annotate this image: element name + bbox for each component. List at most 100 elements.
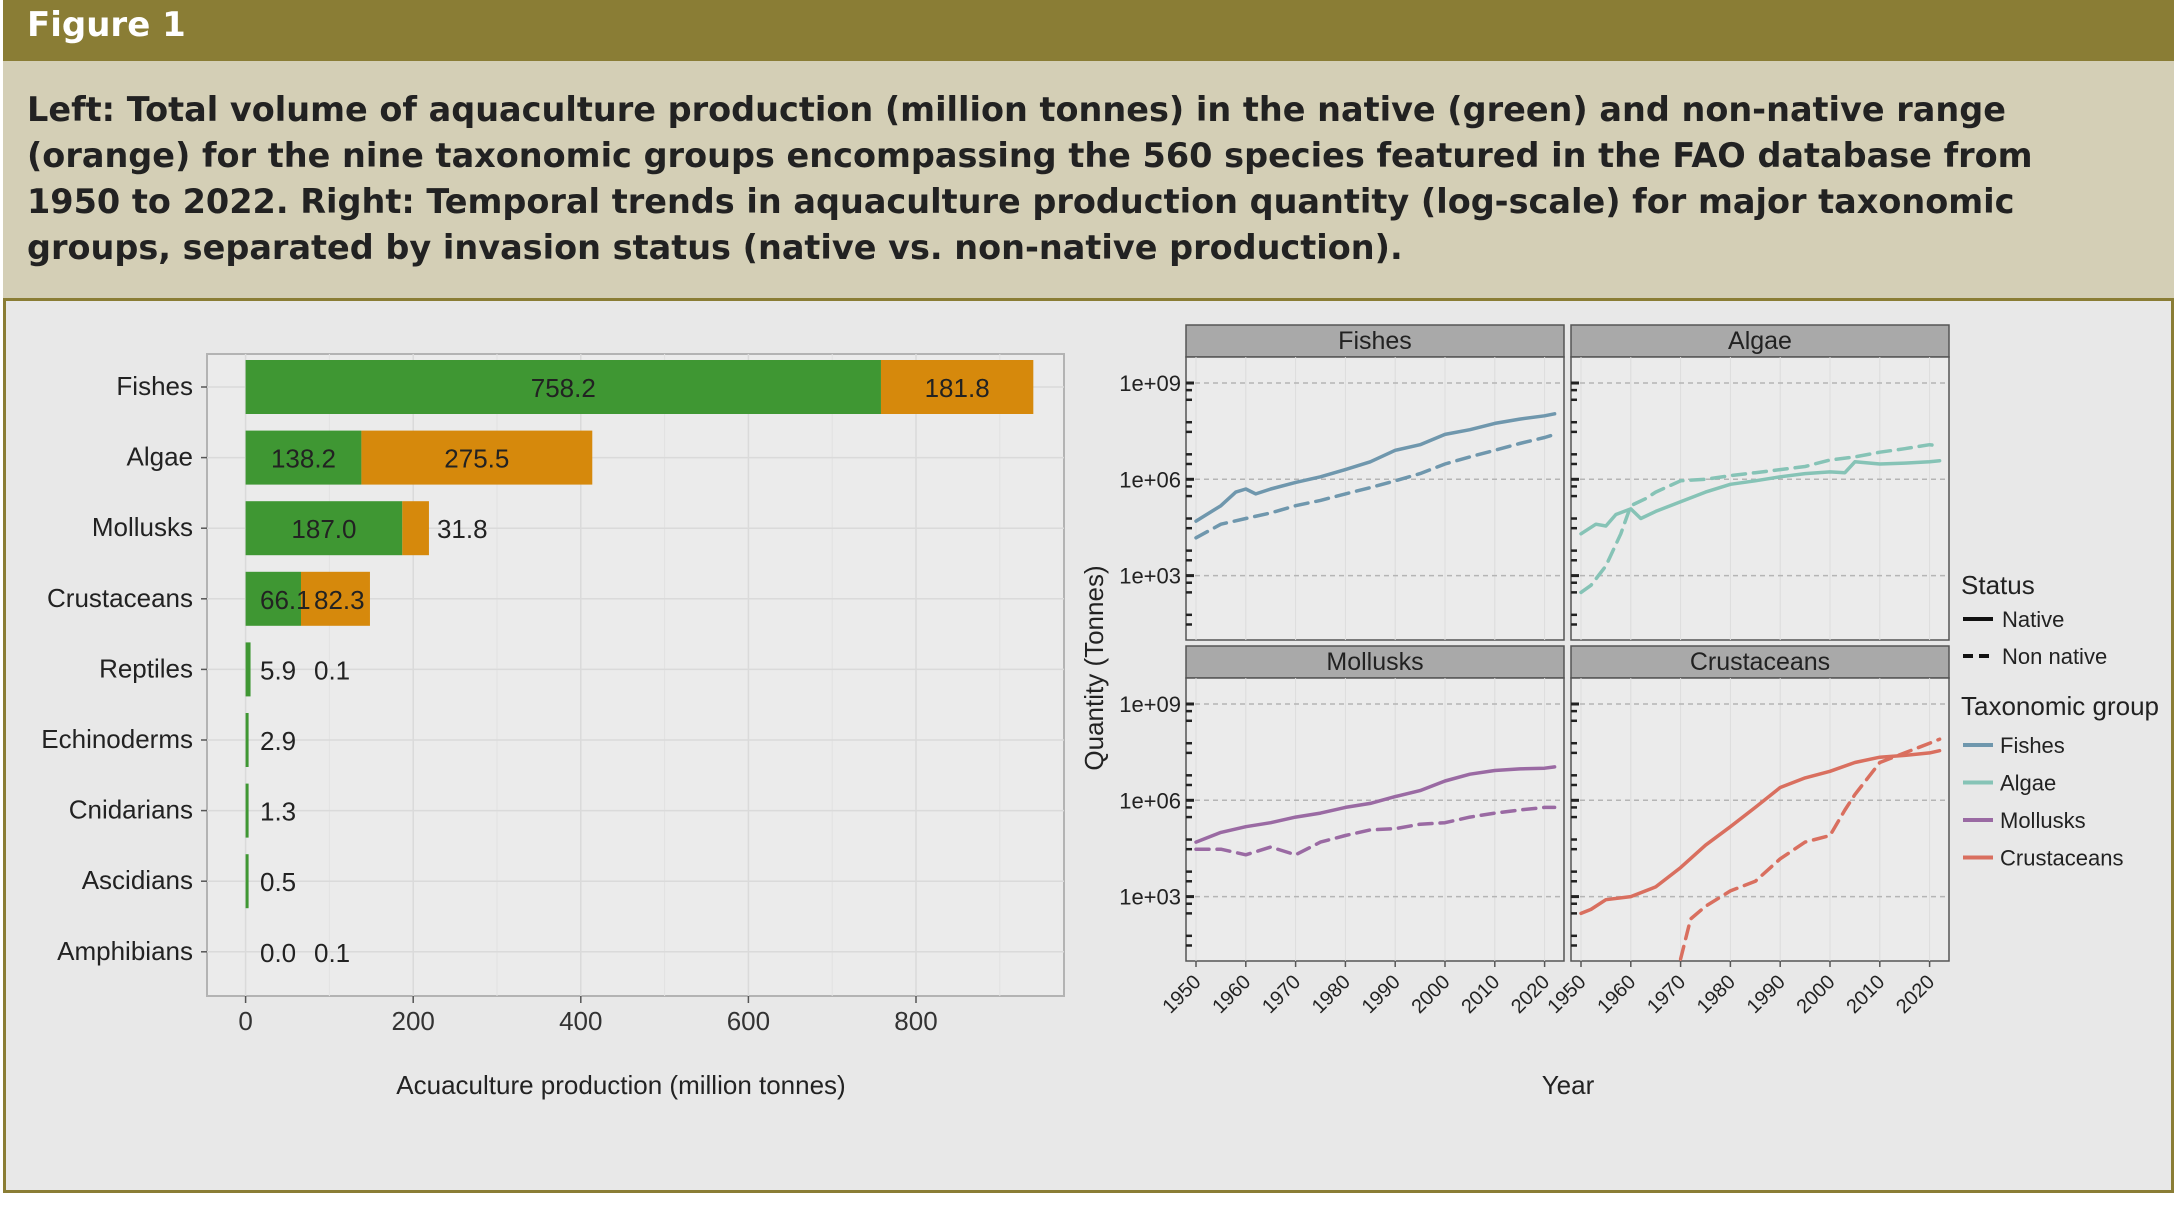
faceted-line-chart: Fishes 1e+03 1e+06 1e+09 Algae Mollusks 1e+03 1… <box>1079 324 2159 1100</box>
line-y-axis-title: Quantity (Tonnes) <box>1079 565 1109 770</box>
bar-native <box>245 642 251 697</box>
bar-nonnative-label: 82.3 <box>314 585 365 615</box>
line-x-tick-label: 1990 <box>1743 971 1790 1018</box>
bar-category-label: Mollusks <box>92 512 193 542</box>
bar-category-label: Crustaceans <box>47 583 193 613</box>
figure-title: Figure 1 <box>27 5 186 45</box>
line-x-axis-title: Year <box>1542 1070 1595 1100</box>
legend-status-item: Native <box>2002 607 2064 632</box>
line-x-tick-label: 1960 <box>1593 971 1640 1018</box>
bar-native <box>245 571 301 626</box>
facet-strip <box>1185 324 1565 358</box>
line-x-tick-label: 2010 <box>1842 971 1889 1018</box>
bar-category-label: Fishes <box>116 371 193 401</box>
series-line-nonnative <box>1579 442 1942 595</box>
chart-canvas: 0 200 400 600 800 Fishes 758.2 181.8 Algae 138.2 2… <box>41 324 2159 1100</box>
bar-category-label: Echinoderms <box>41 724 193 754</box>
bar-native-label: 1.3 <box>260 797 296 827</box>
legend-group-item: Fishes <box>2000 733 2065 758</box>
bar-x-tick-label: 0 <box>238 1006 252 1036</box>
facet-title: Crustaceans <box>1690 648 1830 676</box>
bar-nonnative-label: 275.5 <box>444 444 509 474</box>
line-x-tick-label: 2020 <box>1507 971 1554 1018</box>
line-y-tick-label: 1e+09 <box>1119 692 1181 717</box>
bar-category-label: Ascidians <box>82 865 193 895</box>
line-x-tick-label: 1980 <box>1693 971 1740 1018</box>
series-line-native <box>1579 458 1942 536</box>
bar-native-label: 2.9 <box>260 726 296 756</box>
bar-native-label: 758.2 <box>531 373 596 403</box>
line-x-tick-label: 1970 <box>1258 971 1305 1018</box>
line-x-tick-label: 1950 <box>1159 971 1206 1018</box>
bar-category-label: Cnidarians <box>69 795 193 825</box>
bar-native <box>245 783 249 838</box>
series-line-native <box>1579 748 1942 916</box>
facet-panel <box>1570 356 1950 641</box>
facet-panel <box>1570 677 1950 962</box>
line-y-tick-label: 1e+06 <box>1119 788 1181 813</box>
caption-text: Left: Total volume of aquaculture produc… <box>27 90 2033 267</box>
legend-status-title: Status <box>1961 570 2035 600</box>
line-y-tick-label: 1e+06 <box>1119 467 1181 492</box>
bar-native-label: 0.5 <box>260 867 296 897</box>
bar-nonnative <box>361 430 593 485</box>
facet-strip <box>1570 324 1950 358</box>
line-x-tick-label: 1980 <box>1308 971 1355 1018</box>
bar-x-tick-label: 200 <box>392 1006 435 1036</box>
bar-native-label: 5.9 <box>260 655 296 685</box>
bar-category-label: Algae <box>127 442 194 472</box>
bar-chart: 0 200 400 600 800 Fishes 758.2 181.8 Algae 138.2 2… <box>41 353 1065 1100</box>
line-x-tick-label: 2020 <box>1892 971 1939 1018</box>
series-line-native <box>1194 412 1557 523</box>
bar-category-label: Reptiles <box>99 653 193 683</box>
line-y-tick-label: 1e+03 <box>1119 885 1181 910</box>
bar-nonnative <box>402 501 429 556</box>
bar-native-label: 0.0 <box>260 938 296 968</box>
bar-native-label: 66.1 <box>260 585 311 615</box>
bar-x-tick-label: 800 <box>894 1006 937 1036</box>
facet-title: Mollusks <box>1326 648 1423 676</box>
facet-panel <box>1185 677 1565 962</box>
bar-native <box>245 713 249 767</box>
bar-native <box>245 854 249 909</box>
bar-x-tick-label: 400 <box>559 1006 602 1036</box>
legend-group-item: Mollusks <box>2000 808 2086 833</box>
figure-header: Figure 1 <box>3 0 2174 61</box>
line-x-tick-label: 2000 <box>1793 971 1840 1018</box>
line-y-tick-label: 1e+03 <box>1119 564 1181 589</box>
bar-native <box>245 360 881 414</box>
legend-status-item: Non native <box>2002 644 2107 669</box>
line-x-tick-label: 1960 <box>1208 971 1255 1018</box>
bar-native <box>245 501 403 556</box>
series-line-native <box>1194 765 1557 844</box>
bar-native-label: 138.2 <box>271 444 336 474</box>
line-x-tick-label: 1970 <box>1643 971 1690 1018</box>
facet-title: Fishes <box>1338 327 1412 355</box>
line-x-tick-label: 2010 <box>1457 971 1504 1018</box>
series-line-nonnative <box>1678 737 1942 961</box>
line-x-tick-label: 2000 <box>1408 971 1455 1018</box>
figure-panel: 0 200 400 600 800 Fishes 758.2 181.8 Algae 138.2 2… <box>3 301 2174 1193</box>
bar-nonnative-label: 181.8 <box>925 373 990 403</box>
series-line-nonnative <box>1194 432 1557 540</box>
series-line-nonnative <box>1194 805 1557 857</box>
bar-category-label: Amphibians <box>57 936 193 966</box>
bar-nonnative-label: 0.1 <box>314 655 350 685</box>
figure-caption: Left: Total volume of aquaculture produc… <box>3 61 2174 301</box>
line-y-tick-label: 1e+09 <box>1119 371 1181 396</box>
line-x-tick-label: 1990 <box>1358 971 1405 1018</box>
bar-nonnative-label: 0.1 <box>314 938 350 968</box>
legend-group-title: Taxonomic group <box>1961 691 2159 721</box>
bar-x-axis-title: Acuaculture production (million tonnes) <box>396 1070 845 1100</box>
facet-panel <box>1185 356 1565 641</box>
bar-nonnative <box>300 571 370 626</box>
facet-strip <box>1185 645 1565 679</box>
line-x-tick-label: 1950 <box>1544 971 1591 1018</box>
bar-native <box>245 430 362 485</box>
bar-nonnative-label: 31.8 <box>437 514 488 544</box>
legend-group-item: Algae <box>2000 771 2056 796</box>
legend-group-item: Crustaceans <box>2000 846 2124 871</box>
bar-native-label: 187.0 <box>291 514 356 544</box>
bar-nonnative <box>880 360 1034 414</box>
facet-strip <box>1570 645 1950 679</box>
